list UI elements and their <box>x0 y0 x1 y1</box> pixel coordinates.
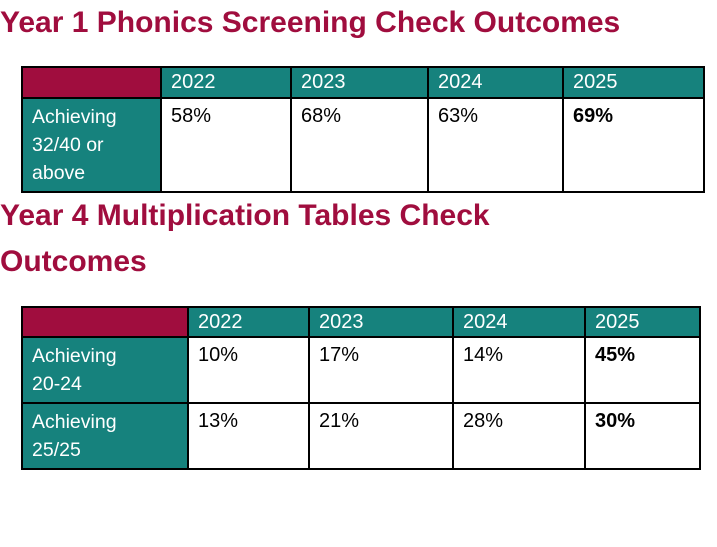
mtc-20-24-value-2022: 10% <box>187 336 310 404</box>
multiplication-year-header-2025: 2025 <box>584 306 701 338</box>
multiplication-year-header-2022: 2022 <box>187 306 310 338</box>
multiplication-section-title: Year 4 Multiplication Tables Check Outco… <box>0 199 490 278</box>
mtc-20-24-value-2024: 14% <box>452 336 586 404</box>
phonics-year-header-2024: 2024 <box>427 66 564 99</box>
mtc-25-25-value-2023: 21% <box>308 402 454 470</box>
phonics-row-label: Achieving 32/40 or above <box>21 97 162 193</box>
multiplication-row-label-25-25: Achieving 25/25 <box>21 402 189 470</box>
phonics-value-2022: 58% <box>160 97 292 193</box>
multiplication-table-row-25-25: Achieving 25/25 13% 21% 28% 30% <box>21 402 701 470</box>
phonics-year-header-2025: 2025 <box>562 66 705 99</box>
multiplication-year-header-2023: 2023 <box>308 306 454 338</box>
phonics-year-header-2022: 2022 <box>160 66 292 99</box>
multiplication-row-label-20-24: Achieving 20-24 <box>21 336 189 404</box>
phonics-value-2025: 69% <box>562 97 705 193</box>
mtc-25-25-value-2024: 28% <box>452 402 586 470</box>
phonics-table-header-row: 2022 2023 2024 2025 <box>21 66 705 99</box>
phonics-value-2024: 63% <box>427 97 564 193</box>
mtc-20-24-value-2025: 45% <box>584 336 701 404</box>
multiplication-year-header-2024: 2024 <box>452 306 586 338</box>
mtc-25-25-value-2022: 13% <box>187 402 310 470</box>
multiplication-table-header-row: 2022 2023 2024 2025 <box>21 306 701 338</box>
multiplication-table-row-20-24: Achieving 20-24 10% 17% 14% 45% <box>21 336 701 404</box>
phonics-year-header-2023: 2023 <box>290 66 429 99</box>
phonics-corner-cell <box>21 66 162 99</box>
multiplication-outcomes-table: 2022 2023 2024 2025 Achieving 20-24 10% … <box>21 306 701 470</box>
phonics-outcomes-table: 2022 2023 2024 2025 Achieving 32/40 or a… <box>21 66 705 193</box>
mtc-20-24-value-2023: 17% <box>308 336 454 404</box>
phonics-section-title: Year 1 Phonics Screening Check Outcomes <box>0 6 621 39</box>
phonics-table-row: Achieving 32/40 or above 58% 68% 63% 69% <box>21 97 705 193</box>
multiplication-corner-cell <box>21 306 189 338</box>
mtc-25-25-value-2025: 30% <box>584 402 701 470</box>
phonics-value-2023: 68% <box>290 97 429 193</box>
